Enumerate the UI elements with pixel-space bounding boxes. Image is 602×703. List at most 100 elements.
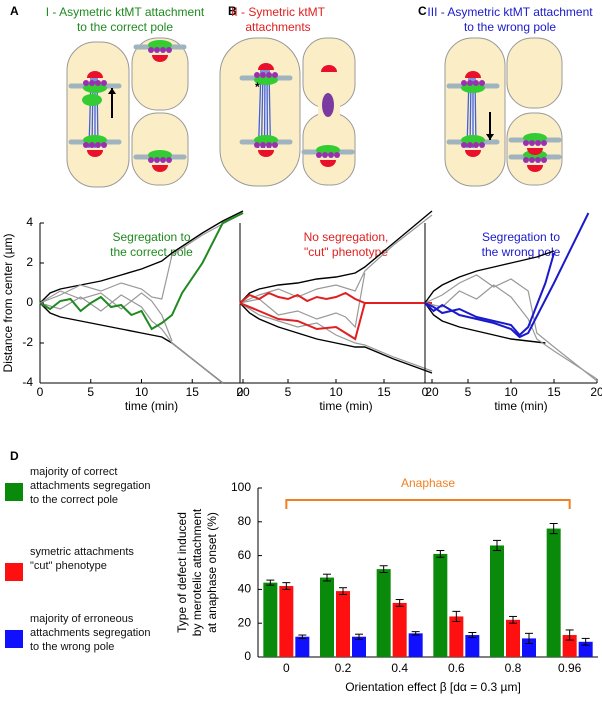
kinetochore [160, 157, 166, 163]
y-tick-label: 100 [231, 480, 251, 494]
kinetochore [523, 157, 529, 163]
kinetochore [529, 157, 535, 163]
error-bar [266, 579, 275, 586]
chromosome [254, 75, 278, 85]
anaphase-bracket [285, 499, 571, 509]
error-bar [411, 631, 420, 636]
error-bar [565, 629, 574, 641]
x-tick-label: 5 [87, 385, 94, 399]
trajectory [39, 212, 244, 331]
legend-swatch [5, 563, 23, 581]
bar [506, 619, 520, 657]
legend-label: symetric attachments "cut" phenotype [30, 546, 134, 572]
x-tick-label: 15 [547, 385, 561, 399]
trajectory [39, 294, 224, 384]
trajectory [239, 302, 366, 341]
kinetochore [83, 80, 89, 86]
chromosome [322, 93, 334, 117]
error-bar [298, 634, 307, 639]
x-tick-label: 10 [135, 385, 149, 399]
chromosome [523, 133, 547, 143]
spindle-pole [87, 150, 103, 157]
y-axis-label: at anaphase onset (%) [205, 512, 219, 633]
x-tick-label: 0 [283, 661, 290, 675]
x-tick-label: 15 [377, 385, 391, 399]
y-tick-label: -4 [22, 375, 33, 389]
x-tick-label: 0 [422, 385, 429, 399]
x-tick-label: 0.96 [558, 661, 582, 675]
kinetochore [541, 157, 547, 163]
chromosome [254, 135, 278, 145]
trajectory [424, 252, 555, 337]
panel-title: to the correct pole [77, 20, 173, 34]
spindle-pole [258, 63, 274, 70]
panel-letter: B [228, 4, 237, 18]
kinetochore [328, 152, 334, 158]
cell [506, 37, 563, 109]
bar [465, 635, 480, 657]
kinetochore [479, 142, 485, 148]
x-tick-label: 0 [37, 385, 44, 399]
y-tick-label: 0 [244, 649, 251, 663]
spindle-pole [87, 71, 103, 78]
panel-letter: C [418, 4, 427, 18]
bar [320, 577, 334, 657]
chromosome [461, 135, 485, 145]
kinetochore [461, 142, 467, 148]
panel-letter: A [10, 4, 19, 18]
chromosome [316, 145, 340, 155]
chromosome [83, 135, 107, 145]
x-tick-label: 5 [285, 385, 292, 399]
spindle-pole [465, 150, 481, 157]
x-tick-label: 10 [329, 385, 343, 399]
bar [392, 602, 407, 657]
kinetochore [334, 152, 340, 158]
spindle-pole [320, 160, 336, 167]
trajectory [39, 290, 173, 342]
kinetochore [272, 142, 278, 148]
kinetochore [166, 47, 172, 53]
y-tick-label: 40 [238, 582, 252, 596]
x-axis-label: time (min) [319, 399, 372, 413]
error-bar [323, 573, 331, 582]
kinetochore [266, 72, 272, 78]
kinetochore [479, 80, 485, 86]
kinetochore [254, 142, 260, 148]
panel-title: I - Asymetric ktMT attachment [46, 5, 205, 19]
x-tick-label: 10 [504, 385, 518, 399]
x-tick-label: 0.2 [335, 661, 352, 675]
trajectory [239, 302, 433, 374]
bar [352, 636, 366, 657]
x-tick-label: 0.4 [391, 661, 408, 675]
x-axis-label: Orientation effect β [dα = 0.3 µm] [345, 680, 521, 694]
kinetochore [260, 72, 266, 78]
trajectory [424, 212, 590, 339]
trajectory [424, 302, 546, 344]
y-tick-label: 0 [26, 295, 33, 309]
panel-letter: D [10, 449, 19, 463]
annotation: Segregation to [482, 230, 560, 244]
legend-swatch [5, 483, 23, 501]
kinetochore [89, 80, 95, 86]
kinetochore [101, 80, 107, 86]
kinetochore [160, 47, 166, 53]
panel-title: to the wrong pole [464, 20, 556, 34]
y-tick-label: 2 [26, 255, 33, 269]
kinetochore [461, 80, 467, 86]
kinetochore [535, 140, 541, 146]
annotation: "cut" phenotype [304, 245, 388, 259]
panel-title: attachments [245, 20, 310, 34]
kinetochore [95, 80, 101, 86]
x-tick-label: 20 [236, 385, 250, 399]
kinetochore [154, 157, 160, 163]
cell [131, 37, 189, 111]
legend-label: majority of erroneous attachments segreg… [30, 613, 151, 653]
spindle-pole [152, 55, 168, 62]
panel-title: II - Symetric ktMT [231, 5, 326, 19]
y-axis-label: Type of defect induced [175, 512, 189, 633]
kinetochore [316, 152, 322, 158]
annotation: Segregation to [112, 230, 190, 244]
kinetochore [266, 142, 272, 148]
kinetochore [523, 140, 529, 146]
